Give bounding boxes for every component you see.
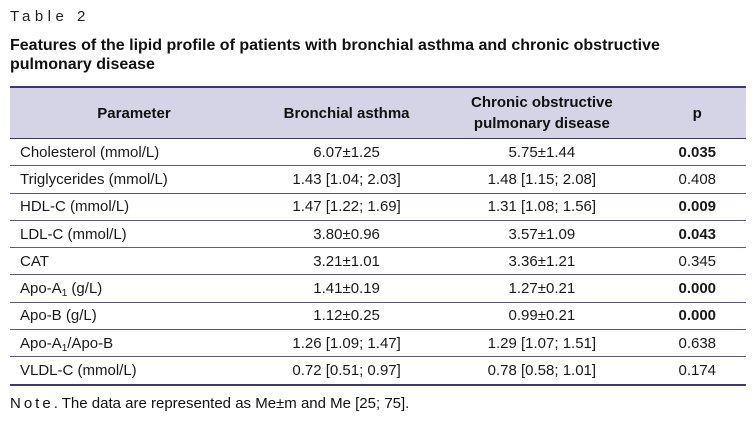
- cell-parameter: HDL-C (mmol/L): [10, 193, 258, 221]
- cell-parameter: Triglycerides (mmol/L): [10, 165, 258, 194]
- param-main: Apo-A: [20, 334, 62, 352]
- note-text: . The data are represented as Me±m and M…: [53, 395, 410, 412]
- cell-parameter: LDL-C (mmol/L): [10, 220, 258, 249]
- cell-bronchial-asthma: 3.21±1.01: [258, 247, 436, 276]
- cell-bronchial-asthma: 1.47 [1.22; 1.69]: [258, 193, 436, 221]
- cell-copd: 1.48 [1.15; 2.08]: [435, 165, 649, 194]
- param-tail: /Apo-B: [67, 334, 114, 352]
- cell-bronchial-asthma: 1.43 [1.04; 2.03]: [258, 165, 436, 194]
- header-row: Parameter Bronchial asthma Chronic obstr…: [10, 86, 746, 139]
- table-row: Triglycerides (mmol/L) 1.43 [1.04; 2.03] 1…: [10, 165, 746, 194]
- cell-p-value: 0.035: [648, 138, 746, 167]
- cell-parameter: Cholesterol (mmol/L): [10, 138, 258, 167]
- table-label: Table 2: [10, 8, 90, 25]
- table-row: Apo-A1 (g/L) 1.41±0.19 1.27±0.21 0.000: [10, 274, 746, 303]
- cell-bronchial-asthma: 1.26 [1.09; 1.47]: [258, 329, 436, 358]
- cell-parameter: Apo-B (g/L): [10, 302, 258, 331]
- cell-p-value: 0.345: [648, 247, 746, 276]
- table-row: LDL-C (mmol/L) 3.80±0.96 3.57±1.09 0.043: [10, 220, 746, 249]
- cell-copd: 1.29 [1.07; 1.51]: [435, 329, 649, 358]
- cell-parameter: CAT: [10, 247, 258, 276]
- table-row: Cholesterol (mmol/L) 6.07±1.25 5.75±1.44 0.…: [10, 138, 746, 167]
- table-note: Note. The data are represented as Me±m a…: [10, 395, 409, 412]
- cell-p-value: 0.000: [648, 274, 746, 303]
- table-title: Features of the lipid profile of patient…: [10, 37, 660, 73]
- header-p: p: [648, 86, 746, 139]
- cell-p-value: 0.174: [648, 356, 746, 386]
- table-row: VLDL-C (mmol/L) 0.72 [0.51; 0.97] 0.78 [0.…: [10, 356, 746, 386]
- cell-copd: 3.36±1.21: [435, 247, 649, 276]
- cell-copd: 3.57±1.09: [435, 220, 649, 249]
- param-subscript: 1: [61, 288, 68, 300]
- cell-bronchial-asthma: 6.07±1.25: [258, 138, 436, 167]
- lipid-profile-table: Parameter Bronchial asthma Chronic obstr…: [10, 86, 746, 386]
- param-subscript: 1: [61, 342, 68, 354]
- table-body: Cholesterol (mmol/L) 6.07±1.25 5.75±1.44 0.…: [10, 138, 746, 386]
- cell-p-value: 0.000: [648, 302, 746, 331]
- cell-parameter: Apo-A1/Apo-B: [10, 329, 258, 358]
- table-row: Apo-A1/Apo-B 1.26 [1.09; 1.47] 1.29 [1.07;…: [10, 329, 746, 358]
- header-bronchial-asthma: Bronchial asthma: [258, 86, 436, 139]
- cell-bronchial-asthma: 3.80±0.96: [258, 220, 436, 249]
- cell-bronchial-asthma: 1.12±0.25: [258, 302, 436, 331]
- cell-parameter: Apo-A1 (g/L): [10, 274, 258, 303]
- cell-p-value: 0.043: [648, 220, 746, 249]
- cell-bronchial-asthma: 0.72 [0.51; 0.97]: [258, 356, 436, 386]
- param-main: Apo-A: [20, 280, 62, 298]
- header-copd: Chronic obstructive pulmonary disease: [435, 86, 649, 139]
- table-row: CAT 3.21±1.01 3.36±1.21 0.345: [10, 247, 746, 276]
- cell-p-value: 0.408: [648, 165, 746, 194]
- cell-p-value: 0.009: [648, 193, 746, 221]
- cell-bronchial-asthma: 1.41±0.19: [258, 274, 436, 303]
- cell-copd: 1.27±0.21: [435, 274, 649, 303]
- table-row: HDL-C (mmol/L) 1.47 [1.22; 1.69] 1.31 [1.0…: [10, 193, 746, 221]
- cell-copd: 0.99±0.21: [435, 302, 649, 331]
- param-tail: (g/L): [67, 280, 103, 298]
- header-parameter: Parameter: [10, 86, 258, 139]
- cell-copd: 5.75±1.44: [435, 138, 649, 167]
- note-label: Note: [10, 395, 54, 412]
- header-copd-text: Chronic obstructive pulmonary disease: [471, 94, 613, 132]
- cell-parameter: VLDL-C (mmol/L): [10, 356, 258, 386]
- cell-copd: 0.78 [0.58; 1.01]: [435, 356, 649, 386]
- table-row: Apo-B (g/L) 1.12±0.25 0.99±0.21 0.000: [10, 302, 746, 331]
- cell-p-value: 0.638: [648, 329, 746, 358]
- cell-copd: 1.31 [1.08; 1.56]: [435, 193, 649, 221]
